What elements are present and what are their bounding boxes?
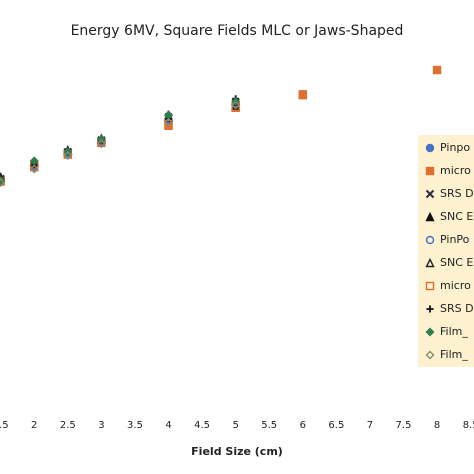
marker-shape [425,166,435,176]
legend-label: Film_ [440,325,468,338]
legend-label: SNC E [440,210,473,223]
x-axis-label: Field Size (cm) [191,445,283,458]
marker [164,117,174,127]
marker [96,134,106,144]
legend-marker [425,235,435,245]
marker-shape [425,235,435,245]
marker-shape [164,119,173,129]
marker-shape [425,350,435,360]
x-tick-label: 7.5 [396,420,412,431]
marker-shape [432,65,442,75]
legend-marker [425,350,435,360]
marker [63,151,73,160]
x-tick-label: 2.5 [60,420,76,431]
legend-label: PinPo [440,233,470,246]
legend-marker [425,189,435,199]
marker-shape [426,305,434,313]
legend-label: micro [440,164,471,177]
x-tick-label: 2 [31,420,37,431]
marker-shape [425,257,435,268]
marker-shape [63,151,73,160]
marker-shape [96,134,106,144]
x-tick-label: 4.5 [194,420,210,431]
marker [298,90,307,100]
x-tick-label: 3.5 [127,420,143,431]
legend-marker [426,305,434,313]
x-tick-label: 5 [232,420,238,431]
marker-shape [425,189,435,199]
legend-label: SRS D [440,302,474,315]
x-tick-label: 1.5 [0,420,9,431]
x-tick-label: 7 [367,420,373,431]
marker-shape [231,100,241,110]
x-tick-label: 8 [434,420,440,431]
marker-shape [425,143,435,153]
legend-marker [425,211,435,222]
legend-marker [425,257,435,268]
marker-shape [29,156,39,166]
marker-shape [298,90,307,100]
legend-label: micro [440,279,471,292]
marker-shape [164,117,174,127]
legend-marker [425,327,435,337]
chart-title: Energy 6MV, Square Fields MLC or Jaws-Sh… [71,23,404,39]
marker [0,178,6,187]
marker-shape [96,139,106,149]
x-tick-label: 5.5 [261,420,277,431]
legend-label: Film_ [440,348,468,361]
marker-shape [425,281,435,291]
marker [29,156,39,166]
x-tick-label: 8.5 [463,420,474,431]
legend-marker [425,143,435,153]
marker-shape [425,327,435,337]
x-tick-label: 6 [300,420,306,431]
marker [432,65,442,75]
x-tick-label: 3 [98,420,104,431]
marker [231,100,241,110]
marker-shape [29,164,39,174]
legend-label: SRS D [440,187,474,200]
x-tick-label: 6.5 [328,420,344,431]
legend-marker [425,166,435,176]
legend-marker [425,281,435,291]
marker [96,139,106,149]
marker [164,119,173,129]
legend-label: Pinpo [440,141,470,154]
legend-label: SNC E [440,256,473,269]
x-tick-label: 4 [165,420,171,431]
marker [29,164,39,174]
marker-shape [425,211,435,222]
marker-shape [0,178,6,187]
